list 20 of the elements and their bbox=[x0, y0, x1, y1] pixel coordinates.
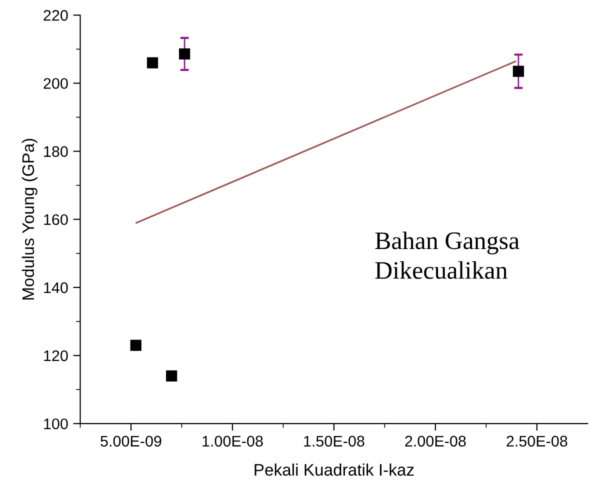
y-tick-label: 180 bbox=[44, 146, 68, 157]
annotation: Bahan Gangsa Dikecualikan bbox=[375, 232, 520, 279]
point bbox=[179, 48, 190, 60]
point bbox=[512, 66, 524, 77]
y-tick-label: 140 bbox=[44, 282, 68, 294]
x-axis-title: Pekali Kuadratik I-kaz bbox=[254, 464, 414, 476]
y-tick-label: 120 bbox=[44, 350, 68, 362]
y-tick-label: 100 bbox=[44, 418, 68, 430]
y-tick-label: 200 bbox=[44, 78, 68, 89]
point bbox=[130, 340, 142, 351]
x-tick-label: 2.00E-08 bbox=[405, 436, 466, 447]
point bbox=[146, 57, 158, 68]
x-tick-label: 5.00E-09 bbox=[100, 436, 162, 447]
y-tick-label: 160 bbox=[44, 214, 68, 226]
x-tick-label: 2.50E-08 bbox=[506, 436, 568, 447]
y-axis-title: Modulus Young (GPa) bbox=[22, 138, 38, 300]
x-tick-label: 1.00E-08 bbox=[202, 436, 263, 447]
x-tick-label: 1.50E-08 bbox=[304, 436, 364, 447]
y-tick-label: 220 bbox=[44, 10, 68, 21]
point bbox=[166, 370, 178, 382]
